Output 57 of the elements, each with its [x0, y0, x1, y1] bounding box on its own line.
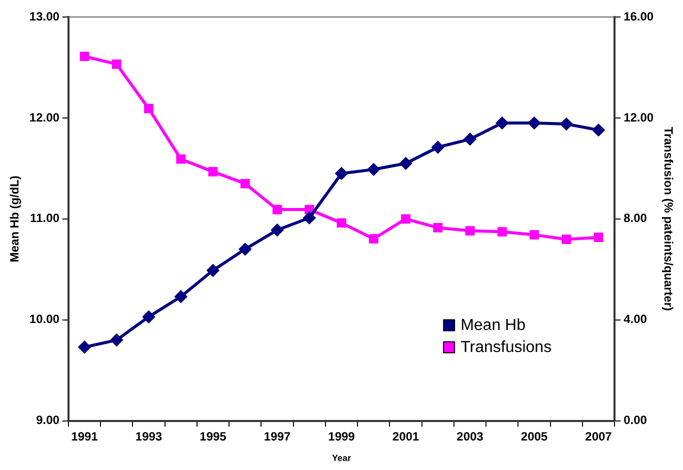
y2-tick-label: 12.00 [624, 110, 654, 124]
point [560, 118, 572, 130]
x-tick-label: 1995 [200, 429, 227, 444]
point [464, 133, 476, 146]
x-tick-label: 2007 [585, 429, 612, 444]
point [497, 227, 507, 236]
x-tick-label: 1991 [71, 429, 98, 444]
y-axis-title: Mean Hb (g/dL) [8, 176, 22, 262]
point [208, 167, 218, 176]
point [368, 163, 380, 176]
y2-tick-label: 4.00 [624, 312, 648, 326]
point [78, 341, 90, 354]
point [594, 232, 604, 242]
y-tick-label: 13.00 [29, 9, 60, 24]
point [432, 141, 444, 154]
legend-label: Mean Hb [460, 317, 526, 334]
point [400, 157, 412, 170]
y2-tick-label: 16.00 [624, 9, 654, 24]
y2-tick-label: 8.00 [624, 211, 648, 226]
point [336, 218, 346, 228]
point [110, 334, 123, 346]
point [176, 154, 186, 164]
x-axis-title: Year [332, 453, 352, 464]
x-tick-label: 2003 [456, 429, 484, 444]
point [142, 310, 155, 323]
x-tick-label: 1999 [328, 429, 356, 444]
y-tick-label: 12.00 [29, 110, 60, 124]
point [272, 204, 282, 214]
point [240, 178, 250, 188]
point [433, 223, 443, 232]
point [174, 290, 187, 303]
point [206, 264, 219, 276]
point [562, 234, 572, 244]
point [271, 224, 284, 236]
y2-tick-label: 0.00 [624, 413, 648, 428]
point [368, 234, 378, 244]
legend-label: Transfusions [460, 339, 552, 356]
point [112, 60, 122, 69]
y2-axis-title: Transfusion (% pateints/quarter) [661, 126, 676, 311]
point [592, 124, 605, 136]
point [239, 243, 252, 256]
point [465, 226, 475, 236]
y-tick-label: 11.00 [30, 211, 60, 226]
x-tick-label: 2005 [520, 429, 548, 444]
y-tick-label: 10.00 [29, 312, 60, 326]
point [303, 212, 316, 224]
point [496, 117, 508, 129]
x-tick-label: 2001 [392, 429, 420, 444]
point [401, 214, 410, 224]
point [336, 167, 348, 180]
point [144, 104, 154, 114]
point [530, 230, 539, 240]
point [528, 117, 540, 129]
y-tick-label: 9.00 [36, 413, 60, 428]
x-tick-label: 1997 [264, 429, 291, 444]
x-tick-label: 1993 [135, 429, 162, 444]
point [80, 52, 90, 62]
